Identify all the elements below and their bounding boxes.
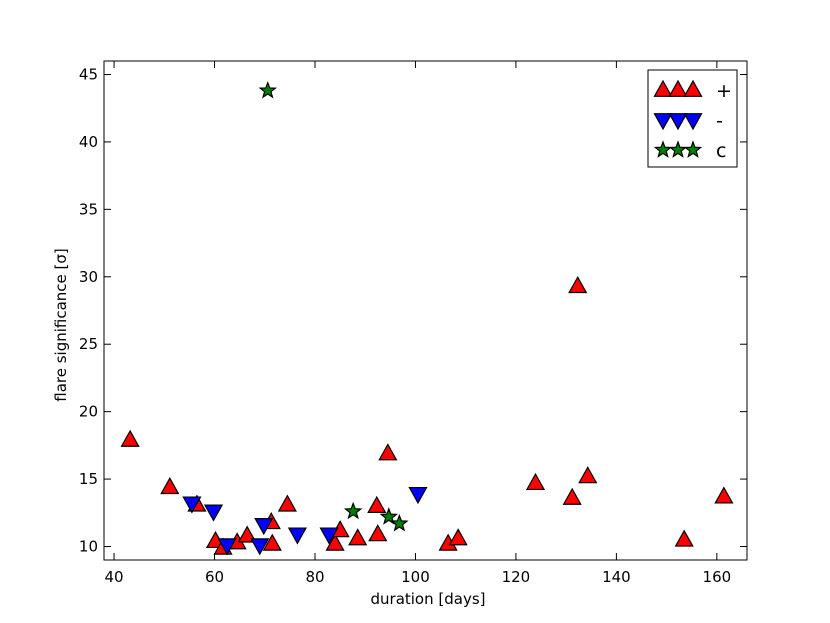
triangle-up-marker <box>120 429 140 447</box>
x-axis-label: duration [days] <box>371 590 486 608</box>
legend-marker <box>653 140 673 158</box>
legend-marker <box>683 140 703 158</box>
plot-area <box>103 60 748 561</box>
triangle-up-marker <box>568 275 588 294</box>
triangle-down-marker <box>250 538 270 556</box>
legend-marker <box>653 79 673 97</box>
legend: + - c <box>647 69 738 168</box>
triangle-up-marker <box>448 528 468 546</box>
triangle-up-marker <box>562 487 582 505</box>
triangle-down-marker <box>319 527 339 545</box>
triangle-up-marker <box>262 533 282 551</box>
star-marker <box>258 80 277 99</box>
x-tick-label: 80 <box>305 568 324 586</box>
y-tick-label: 30 <box>79 268 98 286</box>
y-tick-label: 15 <box>79 470 98 488</box>
triangle-down-marker <box>182 496 202 514</box>
triangle-up-marker <box>237 525 257 543</box>
legend-marker <box>653 113 673 131</box>
y-tick-label: 40 <box>79 133 98 151</box>
triangle-down-marker <box>408 487 428 505</box>
triangle-up-marker <box>348 528 368 546</box>
legend-label: + <box>716 80 732 102</box>
triangle-up-marker <box>367 495 387 513</box>
legend-marker <box>668 79 688 97</box>
legend-marker <box>683 113 703 131</box>
triangle-up-marker <box>578 466 598 484</box>
legend-marker <box>683 79 703 97</box>
triangle-up-marker <box>674 529 694 547</box>
triangle-up-marker <box>378 443 398 461</box>
y-tick-label: 25 <box>79 335 98 353</box>
triangle-down-marker <box>203 504 224 522</box>
legend-label: c <box>716 140 726 162</box>
triangle-down-marker <box>287 527 307 545</box>
x-tick-label: 140 <box>602 568 631 586</box>
data-points <box>120 80 734 556</box>
triangle-up-marker <box>160 476 180 495</box>
legend-label: - <box>716 110 723 132</box>
x-tick-label: 100 <box>401 568 430 586</box>
y-axis-label: flare significance [σ] <box>52 248 70 402</box>
triangle-up-marker <box>525 472 546 491</box>
x-tick-label: 160 <box>703 568 732 586</box>
triangle-up-marker <box>368 524 388 542</box>
x-tick-label: 60 <box>205 568 224 586</box>
triangle-up-marker <box>714 486 734 504</box>
star-marker <box>379 507 399 525</box>
triangle-up-marker <box>325 533 345 551</box>
triangle-up-marker <box>277 494 297 512</box>
y-tick-label: 20 <box>79 403 98 421</box>
x-tick-label: 120 <box>502 568 531 586</box>
legend-marker <box>668 140 688 158</box>
y-tick-label: 10 <box>79 538 98 556</box>
axis-ticks: 40 60 80 100 120 140 160 10 15 20 25 30 35 40 45 <box>79 61 747 586</box>
triangle-down-marker <box>254 518 274 536</box>
legend-marker <box>668 113 688 131</box>
star-marker <box>343 501 363 520</box>
y-tick-label: 35 <box>79 200 98 218</box>
x-tick-label: 40 <box>105 568 124 586</box>
star-marker <box>390 513 409 532</box>
triangle-down-marker <box>217 538 237 556</box>
y-tick-label: 45 <box>79 65 98 83</box>
